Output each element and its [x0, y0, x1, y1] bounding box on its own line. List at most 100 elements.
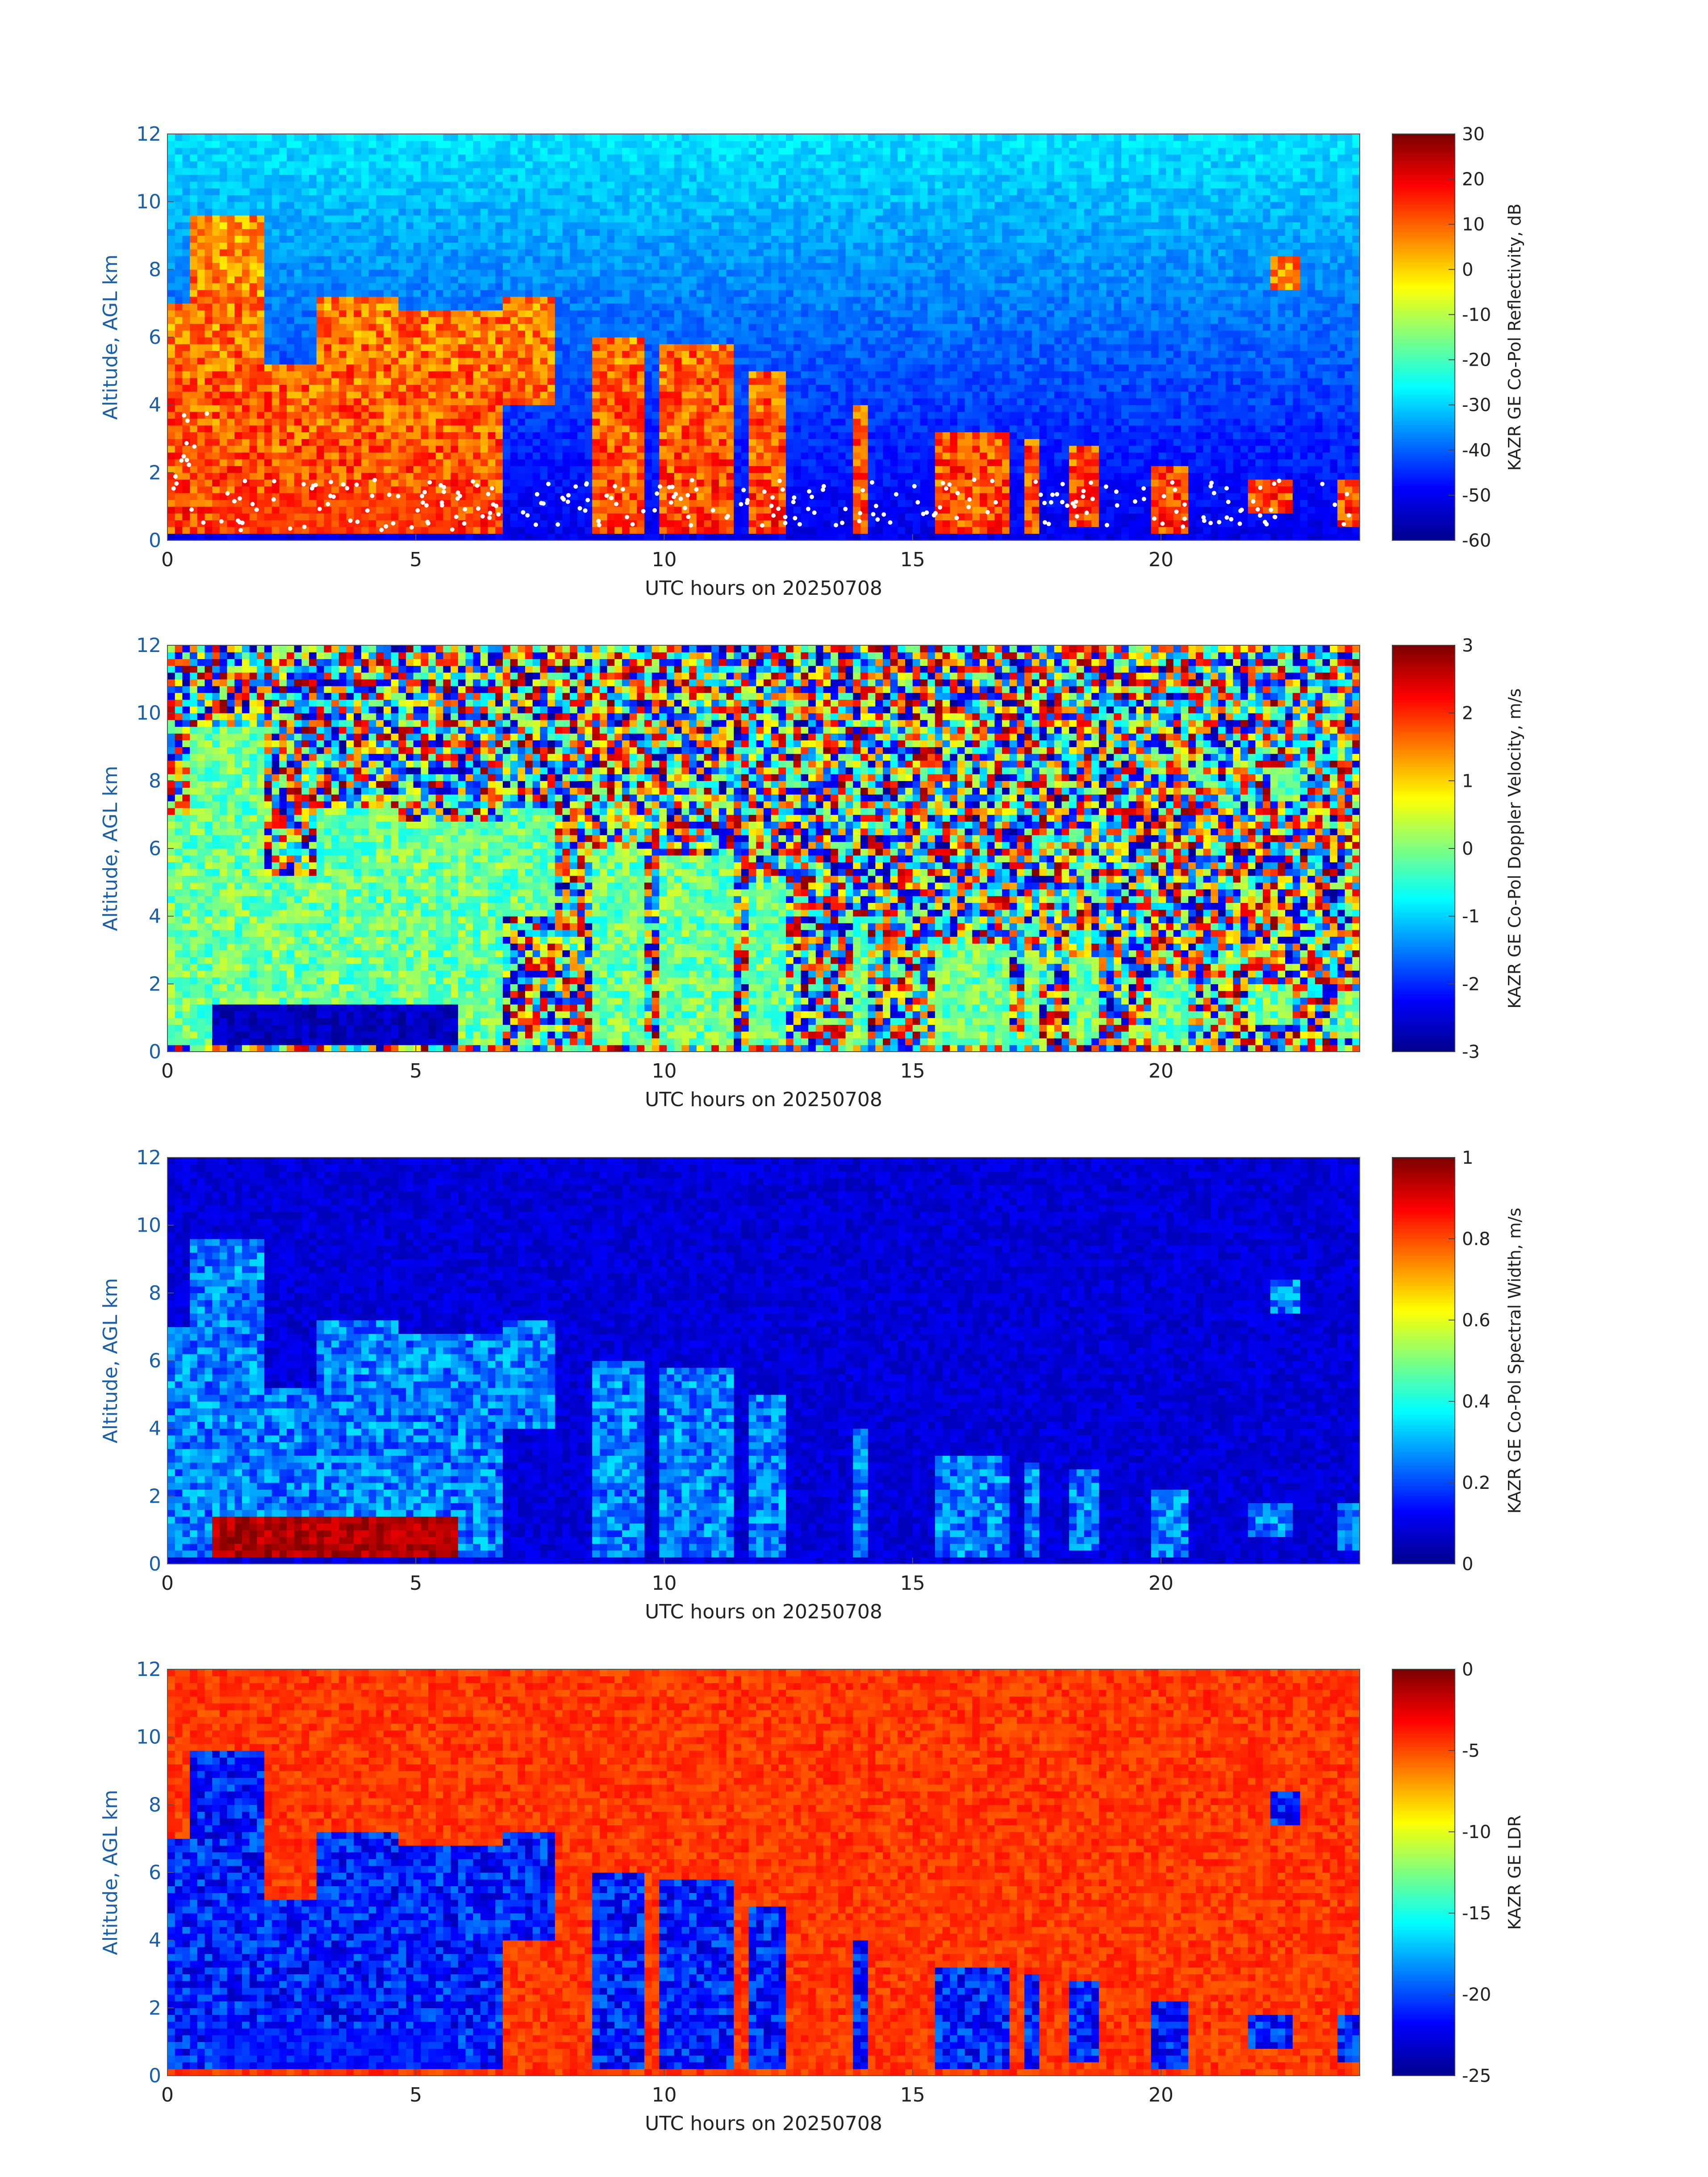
colorbar-tick-label: 0.4: [1462, 1391, 1491, 1412]
y-tick-label: 10: [136, 191, 161, 213]
x-tick-label: 0: [161, 2084, 174, 2106]
x-tick-label: 15: [900, 548, 925, 571]
colorbar-tick-label: -10: [1462, 305, 1491, 325]
colorbar-tick-label: -50: [1462, 485, 1491, 506]
x-tick-label: 0: [161, 548, 174, 571]
colorbar-label: KAZR GE LDR: [1505, 1815, 1524, 1930]
panel-ldr: 0 2 4 6 8 10 12 0 5 10 15 20 UTC hours on 20250708 Al…: [99, 1658, 1524, 2135]
colorbar-tick-label: 20: [1462, 169, 1485, 190]
colorbar-tick-label: -5: [1462, 1741, 1480, 1761]
y-tick-label: 10: [136, 702, 161, 725]
y-axis-label: Altitude, AGL km: [99, 1790, 122, 1955]
x-tick-label: 20: [1148, 1572, 1173, 1595]
y-tick-label: 2: [149, 1485, 161, 1508]
y-tick-label: 12: [136, 634, 161, 657]
x-tick-label: 5: [409, 1060, 422, 1082]
colorbar-tick-label: 0: [1462, 1554, 1473, 1575]
y-tick-label: 8: [149, 1793, 161, 1816]
colorbar-tick-label: -1: [1462, 907, 1480, 927]
x-tick-label: 10: [652, 2084, 677, 2106]
colorbar-tick-label: 10: [1462, 214, 1485, 235]
colorbar-ldr: 0 -5 -10 -15 -20 -25 KAZR GE LDR: [1392, 1659, 1524, 2086]
y-tick-label: 6: [149, 1861, 161, 1884]
colorbar-tick-label: 0: [1462, 1659, 1473, 1680]
x-tick-label: 0: [161, 1060, 174, 1082]
y-tick-label: 6: [149, 837, 161, 860]
colorbar-width: 1 0.8 0.6 0.4 0.2 0 KAZR GE Co-Pol Spectral Wi…: [1392, 1148, 1524, 1575]
heatmap-ldr: [167, 1669, 1360, 2076]
y-tick-label: 4: [149, 1417, 161, 1440]
colorbar-tick-label: 30: [1462, 124, 1485, 145]
x-tick-label: 10: [652, 1060, 677, 1082]
y-tick-label: 2: [149, 461, 161, 484]
colorbar-reflectivity: 30 20 10 0 -10 -20 -30 -40 -50 -60 KAZR GE Co-Pol …: [1392, 124, 1524, 551]
x-axis-label: UTC hours on 20250708: [645, 577, 882, 600]
colorbar-tick-label: 1: [1462, 1148, 1473, 1168]
y-tick-label: 0: [149, 1040, 161, 1063]
colorbar-tick-label: -3: [1462, 1042, 1480, 1062]
x-axis-label: UTC hours on 20250708: [645, 2112, 882, 2135]
colorbar-tick-label: -25: [1462, 2066, 1491, 2086]
y-tick-label: 4: [149, 1929, 161, 1952]
heatmap-width: [167, 1157, 1360, 1564]
colorbar-tick-label: -2: [1462, 974, 1480, 994]
colorbar-tick-label: 2: [1462, 703, 1473, 724]
y-tick-label: 6: [149, 326, 161, 349]
colorbar-tick-label: -20: [1462, 1985, 1491, 2005]
x-tick-label: 20: [1148, 548, 1173, 571]
colorbar-tick-label: -20: [1462, 350, 1491, 371]
y-tick-label: 12: [136, 123, 161, 146]
y-tick-label: 0: [149, 1553, 161, 1575]
heatmap-doppler: [167, 645, 1360, 1052]
y-tick-label: 8: [149, 1282, 161, 1304]
x-tick-label: 0: [161, 1572, 174, 1595]
colorbar-tick-label: 0: [1462, 839, 1473, 859]
colorbar-tick-label: -15: [1462, 1903, 1491, 1924]
colorbar-tick-label: -40: [1462, 440, 1491, 461]
colorbar-tick-label: 0.8: [1462, 1229, 1491, 1249]
y-tick-label: 0: [149, 2064, 161, 2087]
x-tick-label: 10: [652, 1572, 677, 1595]
x-tick-label: 20: [1148, 2084, 1173, 2106]
panel-reflectivity: 0 2 4 6 8 10 12 0 5 10 15 20 UTC hours on 20250708 Al…: [99, 123, 1524, 600]
y-tick-label: 6: [149, 1350, 161, 1372]
colorbar-label: KAZR GE Co-Pol Reflectivity, dB: [1505, 204, 1524, 471]
colorbar-tick-label: -30: [1462, 395, 1491, 416]
x-tick-label: 15: [900, 1572, 925, 1595]
y-tick-label: 8: [149, 769, 161, 792]
y-tick-label: 8: [149, 258, 161, 281]
y-tick-label: 12: [136, 1146, 161, 1169]
y-axis-label: Altitude, AGL km: [99, 766, 122, 931]
colorbar-doppler: 3 2 1 0 -1 -2 -3 KAZR GE Co-Pol Doppler Velocit…: [1392, 635, 1524, 1062]
y-tick-label: 10: [136, 1726, 161, 1749]
colorbar-tick-label: -10: [1462, 1822, 1491, 1843]
heatmap-reflectivity: [167, 134, 1360, 541]
y-tick-label: 2: [149, 973, 161, 995]
colorbar-tick-label: 1: [1462, 771, 1473, 791]
x-tick-label: 15: [900, 2084, 925, 2106]
colorbar-tick-label: 3: [1462, 635, 1473, 656]
x-axis-label: UTC hours on 20250708: [645, 1600, 882, 1623]
x-tick-label: 20: [1148, 1060, 1173, 1082]
y-axis-label: Altitude, AGL km: [99, 1278, 122, 1443]
x-tick-label: 5: [409, 548, 422, 571]
colorbar-tick-label: 0.6: [1462, 1310, 1491, 1331]
y-tick-label: 12: [136, 1658, 161, 1681]
colorbar-tick-label: 0.2: [1462, 1473, 1491, 1493]
y-axis-label: Altitude, AGL km: [99, 255, 122, 420]
y-tick-label: 0: [149, 529, 161, 552]
x-tick-label: 5: [409, 2084, 422, 2106]
colorbar-label: KAZR GE Co-Pol Doppler Velocity, m/s: [1505, 688, 1524, 1008]
colorbar-label: KAZR GE Co-Pol Spectral Width, m/s: [1505, 1208, 1524, 1513]
colorbar-tick-label: -60: [1462, 531, 1491, 551]
x-tick-label: 15: [900, 1060, 925, 1082]
y-tick-label: 4: [149, 905, 161, 928]
y-tick-label: 10: [136, 1214, 161, 1237]
colorbar-tick-label: 0: [1462, 259, 1473, 280]
x-axis-label: UTC hours on 20250708: [645, 1088, 882, 1111]
y-tick-label: 2: [149, 1997, 161, 2019]
y-tick-label: 4: [149, 394, 161, 417]
